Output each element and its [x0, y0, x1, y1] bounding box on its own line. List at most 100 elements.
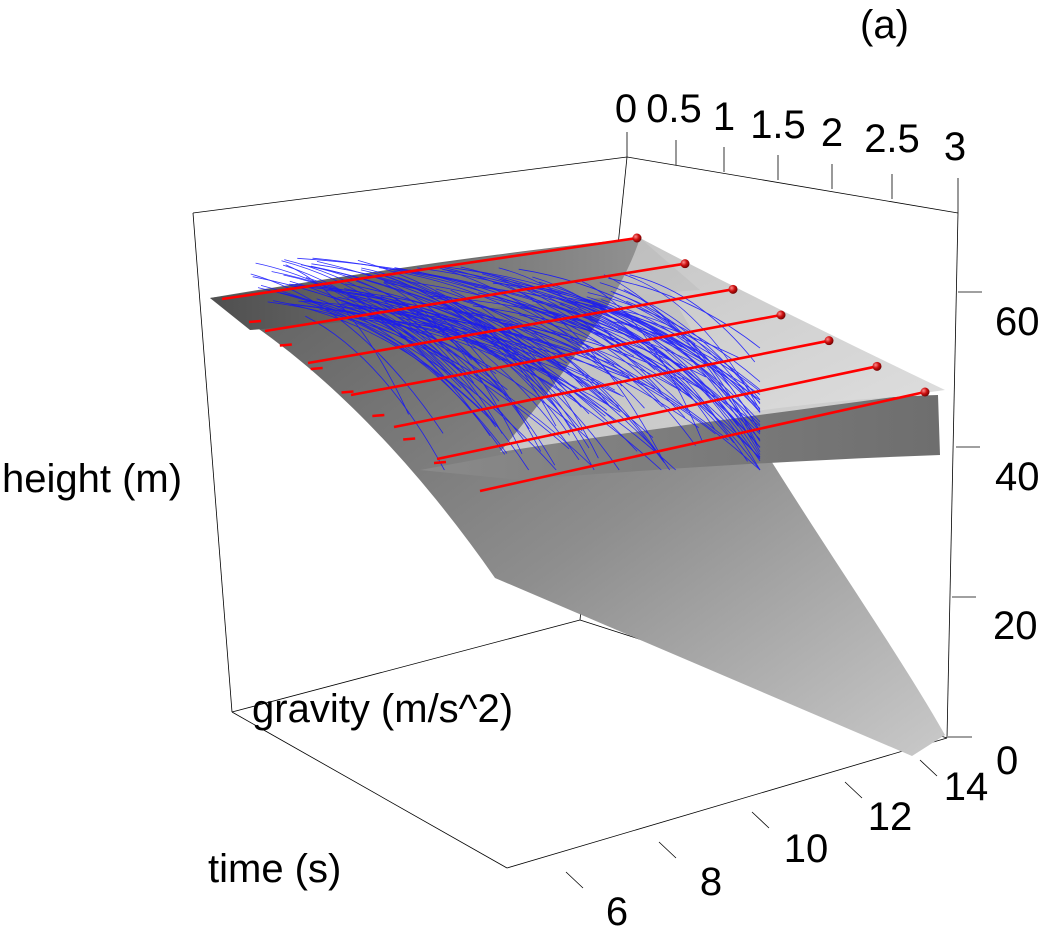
simulation-path [519, 314, 761, 458]
simulation-path [289, 283, 584, 353]
axis-ticks [565, 132, 982, 889]
tick-label: 12 [868, 795, 913, 839]
simulation-path [257, 287, 570, 450]
time-axis-tick-labels: 6 8 10 12 14 [606, 765, 988, 927]
tick-label: 0 [615, 87, 637, 131]
simulation-path [626, 312, 761, 455]
z-axis-label: height (m) [2, 457, 182, 501]
observation-point [920, 387, 930, 397]
observation-line-stub [403, 437, 416, 441]
simulation-path [357, 260, 582, 408]
simulation-path [621, 310, 761, 401]
simulation-path [437, 267, 623, 387]
observation-line [393, 339, 830, 429]
simulation-path [559, 303, 748, 462]
simulation-path [316, 298, 506, 455]
simulation-path [311, 263, 568, 364]
simulation-path [300, 300, 557, 471]
tick-label: 14 [944, 765, 989, 809]
observation-point [824, 336, 834, 346]
simulation-path [360, 317, 656, 390]
simulation-path [379, 267, 658, 350]
simulation-path [601, 299, 761, 413]
y-axis-label: gravity (m/s^2) [252, 687, 513, 731]
observation-point [776, 310, 786, 320]
simulation-path [384, 300, 638, 452]
simulation-path [548, 295, 761, 448]
simulation-path [478, 292, 686, 418]
simulation-path [608, 277, 761, 349]
tick-label: 6 [606, 890, 628, 927]
simulation-path [498, 267, 624, 351]
simulation-path [360, 297, 606, 417]
simulation-path [549, 329, 696, 446]
simulation-path [313, 266, 472, 361]
x-axis-label: time (s) [208, 847, 341, 891]
simulation-path [395, 309, 556, 466]
simulation-path [527, 285, 761, 423]
observation-line [350, 313, 782, 397]
observation-line-stub [279, 343, 292, 347]
observation-point [728, 284, 738, 294]
observation-points [632, 233, 930, 397]
simulation-path [255, 262, 451, 384]
tick-label: 8 [700, 860, 722, 904]
observation-line-stub [433, 460, 447, 465]
observation-point [632, 233, 642, 243]
tick-label: 1 [713, 95, 735, 139]
simulation-path [471, 311, 761, 471]
observation-line [264, 262, 686, 333]
observation-lines [221, 236, 926, 493]
simulation-path [575, 301, 761, 413]
simulation-path [281, 260, 445, 358]
observation-line-stub [310, 366, 323, 371]
simulation-path [518, 268, 696, 345]
main-surface [210, 238, 945, 756]
tick-label: 2 [821, 111, 843, 155]
simulation-path [367, 275, 608, 405]
light-surface [500, 238, 945, 452]
tick-label: 1.5 [750, 103, 806, 147]
simulation-path [525, 284, 761, 403]
simulation-path [572, 315, 761, 471]
simulation-path [592, 305, 761, 458]
simulation-path [587, 292, 761, 383]
lower-surface [420, 395, 940, 480]
simulation-path [308, 300, 590, 440]
observation-line [436, 365, 878, 461]
observation-line-stub [372, 413, 385, 418]
tick-label: 20 [993, 604, 1038, 648]
simulation-path [347, 296, 501, 361]
tick-label: 0.5 [646, 87, 702, 131]
tick-label: 3 [944, 125, 966, 169]
observation-line [307, 288, 734, 365]
observation-line [479, 390, 926, 493]
gravity-axis-tick-labels: 0 0.5 1 1.5 2 2.5 3 [615, 87, 966, 169]
observation-line-stub [341, 390, 354, 394]
simulation-path [267, 301, 502, 392]
observation-point [872, 361, 882, 371]
simulation-path [252, 276, 508, 391]
tick-label: 10 [784, 827, 829, 871]
simulation-path [297, 257, 600, 322]
tick-label: 40 [995, 455, 1040, 499]
height-axis-tick-labels: 60 40 20 0 [993, 300, 1040, 783]
simulation-path [599, 282, 761, 404]
simulation-path [344, 288, 480, 364]
simulation-path [505, 284, 665, 464]
tick-label: 60 [995, 300, 1040, 344]
simulation-path [298, 300, 615, 365]
observation-line-stub [248, 319, 262, 324]
simulation-path [421, 307, 620, 471]
simulation-path [289, 280, 462, 389]
simulation-path [337, 296, 662, 471]
simulation-path [250, 273, 444, 434]
simulation-path [383, 282, 523, 454]
simulation-path [603, 274, 761, 452]
simulation-path [260, 285, 484, 412]
simulation-path [435, 288, 665, 463]
simulation-path [305, 315, 445, 471]
observation-point [680, 259, 690, 269]
simulation-path [507, 323, 671, 471]
